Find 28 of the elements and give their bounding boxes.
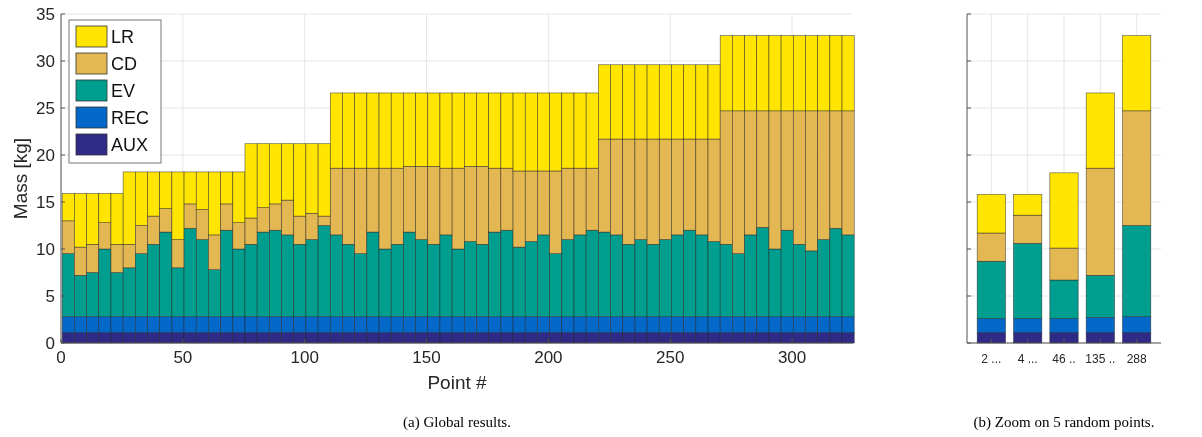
x-tick-label: 200 xyxy=(534,348,563,367)
y-axis-title: Mass [kg] xyxy=(10,137,31,220)
x-tick-label: 135 .. xyxy=(1085,352,1116,366)
text: (b) Zoom on 5 random points. xyxy=(973,414,1155,431)
x-tick-label: 50 xyxy=(173,348,193,367)
legend-label: REC xyxy=(111,108,150,129)
legend-label: AUX xyxy=(111,135,149,156)
x-tick-label: 100 xyxy=(290,348,319,367)
x-tick-label: 46 .. xyxy=(1052,352,1076,366)
text: (a) Global results. xyxy=(403,414,511,431)
y-tick-label: 25 xyxy=(36,98,55,118)
x-axis-title: Point # xyxy=(427,372,488,393)
y-tick-label: 35 xyxy=(36,4,55,24)
legend-label: EV xyxy=(111,81,136,102)
x-tick-label: 4 ... xyxy=(1017,352,1038,366)
y-tick-label: 10 xyxy=(36,239,55,259)
y-tick-label: 5 xyxy=(45,286,55,306)
y-tick-label: 20 xyxy=(36,145,55,165)
x-tick-label: 250 xyxy=(656,348,685,367)
y-tick-label: 15 xyxy=(36,192,55,212)
x-tick-label: 300 xyxy=(777,348,807,367)
x-tick-label: 288 xyxy=(1126,352,1147,366)
y-tick-label: 30 xyxy=(36,51,55,71)
x-tick-label: 2 ... xyxy=(981,352,1002,366)
x-tick-label: 150 xyxy=(412,348,441,367)
legend-label: CD xyxy=(111,54,137,75)
y-tick-label: 0 xyxy=(45,333,55,353)
legend-label: LR xyxy=(111,27,135,48)
